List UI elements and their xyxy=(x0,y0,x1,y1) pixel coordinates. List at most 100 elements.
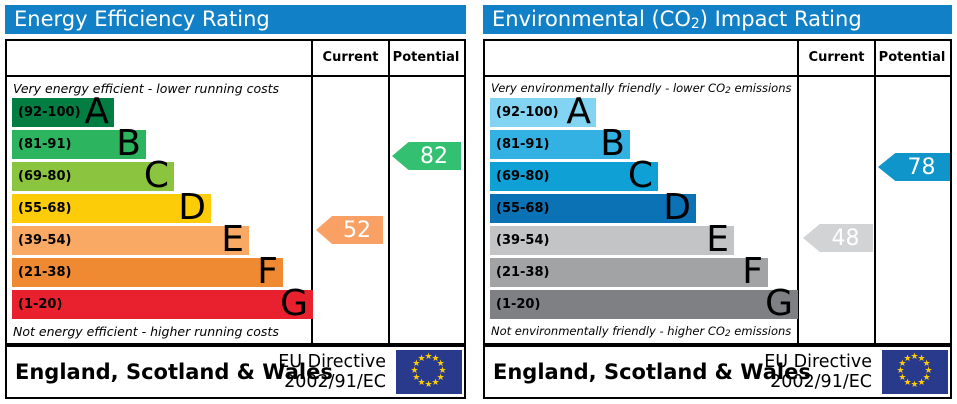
note-text: Not environmentally friendly - higher CO xyxy=(491,324,725,338)
eu-star-icon: ★ xyxy=(424,352,433,362)
band-letter: E xyxy=(706,218,729,260)
title-subscript: 2 xyxy=(690,16,700,32)
eu-star-icon: ★ xyxy=(431,378,440,389)
top-note: Very energy efficient - lower running co… xyxy=(13,81,279,97)
column-divider xyxy=(874,41,876,343)
band-f-bar: (21-38) F xyxy=(490,253,768,289)
header-divider xyxy=(7,75,464,77)
band-letter: D xyxy=(663,186,691,228)
band-e-bar: (39-54) E xyxy=(12,221,249,257)
current-rating-value: 52 xyxy=(343,217,371,243)
band-range-label: (81-91) xyxy=(496,137,550,152)
title-text: Environmental (CO xyxy=(492,7,691,31)
band-range-label: (55-68) xyxy=(496,201,550,216)
band-range-label: (21-38) xyxy=(496,265,550,280)
environmental-impact-panel: Environmental (CO2) Impact Rating Curren… xyxy=(483,5,952,399)
title-text: Energy Efficiency Rating xyxy=(14,7,270,31)
eu-star-icon: ★ xyxy=(917,378,926,389)
top-note: Very environmentally friendly - lower CO… xyxy=(491,81,791,96)
eu-star-icon: ★ xyxy=(910,380,919,390)
band-letter: B xyxy=(600,122,625,164)
eu-star-icon: ★ xyxy=(410,366,419,376)
band-c-bar: (69-80) C xyxy=(490,157,658,193)
eu-star-icon: ★ xyxy=(412,373,421,383)
potential-rating-arrow: 78 xyxy=(878,153,950,181)
band-letter: G xyxy=(280,282,308,324)
note-text: Very energy efficient - lower running co… xyxy=(13,81,280,96)
eu-star-icon: ★ xyxy=(898,373,907,383)
energy-panel-footer: England, Scotland & Wales EU Directive 2… xyxy=(5,345,466,399)
eu-star-icon: ★ xyxy=(412,359,421,369)
eu-star-icon: ★ xyxy=(924,366,933,376)
eu-directive-label: EU Directive 2002/91/EC xyxy=(278,352,386,392)
eu-directive-line2: 2002/91/EC xyxy=(770,372,872,392)
band-a-bar: (92-100) A xyxy=(490,93,596,129)
current-rating-arrow: 52 xyxy=(316,216,383,244)
band-d-bar: (55-68) D xyxy=(490,189,696,225)
energy-rating-chart: Current Potential Very energy efficient … xyxy=(5,39,466,345)
band-letter: B xyxy=(116,122,141,164)
column-divider xyxy=(797,41,799,343)
band-g-bar: (1-20) G xyxy=(12,285,313,321)
band-range-label: (1-20) xyxy=(18,297,63,312)
environmental-rating-chart: Current Potential Very environmentally f… xyxy=(483,39,952,345)
band-c-bar: (69-80) C xyxy=(12,157,174,193)
region-label: England, Scotland & Wales xyxy=(493,360,811,384)
current-column-header: Current xyxy=(322,50,379,65)
note-subscript: 2 xyxy=(725,86,731,96)
band-letter: E xyxy=(221,218,244,260)
band-range-label: (1-20) xyxy=(496,297,541,312)
potential-column-header: Potential xyxy=(878,50,946,65)
note-text: Very environmentally friendly - lower CO xyxy=(491,81,726,95)
band-range-label: (55-68) xyxy=(18,201,72,216)
title-text-post: ) Impact Rating xyxy=(699,7,862,31)
band-b-bar: (81-91) B xyxy=(490,125,630,161)
column-divider xyxy=(311,41,313,343)
eu-star-icon: ★ xyxy=(903,353,912,364)
band-bars: (92-100) A (81-91) B (69-80) C (55-68) D (39-54)… xyxy=(485,41,950,343)
potential-rating-value: 82 xyxy=(420,143,448,169)
band-f-bar: (21-38) F xyxy=(12,253,283,289)
band-letter: A xyxy=(566,90,591,132)
eu-directive-line2: 2002/91/EC xyxy=(284,372,386,392)
note-subscript: 2 xyxy=(724,329,731,339)
eu-star-icon: ★ xyxy=(438,366,447,376)
band-range-label: (81-91) xyxy=(18,137,72,152)
band-range-label: (69-80) xyxy=(496,169,550,184)
band-letter: A xyxy=(84,90,109,132)
eu-star-icon: ★ xyxy=(898,359,907,369)
eu-directive-line1: EU Directive xyxy=(764,352,872,372)
band-b-bar: (81-91) B xyxy=(12,125,146,161)
eu-star-icon: ★ xyxy=(417,353,426,364)
eu-star-icon: ★ xyxy=(436,373,445,383)
band-d-bar: (55-68) D xyxy=(12,189,211,225)
potential-rating-arrow: 82 xyxy=(392,142,461,170)
band-bars: (92-100) A (81-91) B (69-80) C (55-68) D (39-54)… xyxy=(7,41,464,343)
band-letter: C xyxy=(627,154,653,196)
energy-panel-title: Energy Efficiency Rating xyxy=(5,5,466,34)
current-rating-arrow: 48 xyxy=(803,224,873,252)
band-letter: C xyxy=(143,154,169,196)
eu-star-icon: ★ xyxy=(917,353,926,364)
eu-star-icon: ★ xyxy=(922,373,931,383)
band-g-bar: (1-20) G xyxy=(490,285,798,321)
band-range-label: (39-54) xyxy=(496,233,550,248)
eu-flag-icon: ★ ★ ★ ★ ★ ★ ★ ★ ★ ★ ★ ★ xyxy=(396,350,462,394)
band-range-label: (92-100) xyxy=(18,105,81,120)
header-divider xyxy=(485,75,950,77)
band-range-label: (69-80) xyxy=(18,169,72,184)
band-letter: D xyxy=(178,186,206,228)
eu-star-icon: ★ xyxy=(922,359,931,369)
band-letter: F xyxy=(742,250,763,292)
eu-star-icon: ★ xyxy=(436,359,445,369)
note-text: Not energy efficient - higher running co… xyxy=(13,324,279,339)
note-text-post: emissions xyxy=(730,324,792,338)
band-a-bar: (92-100) A xyxy=(12,93,114,129)
environmental-panel-footer: England, Scotland & Wales EU Directive 2… xyxy=(483,345,952,399)
bottom-note: Not energy efficient - higher running co… xyxy=(13,324,279,340)
environmental-panel-title: Environmental (CO2) Impact Rating xyxy=(483,5,952,34)
eu-star-icon: ★ xyxy=(896,366,905,376)
band-letter: G xyxy=(765,282,793,324)
band-letter: F xyxy=(257,250,278,292)
region-label: England, Scotland & Wales xyxy=(15,360,333,384)
